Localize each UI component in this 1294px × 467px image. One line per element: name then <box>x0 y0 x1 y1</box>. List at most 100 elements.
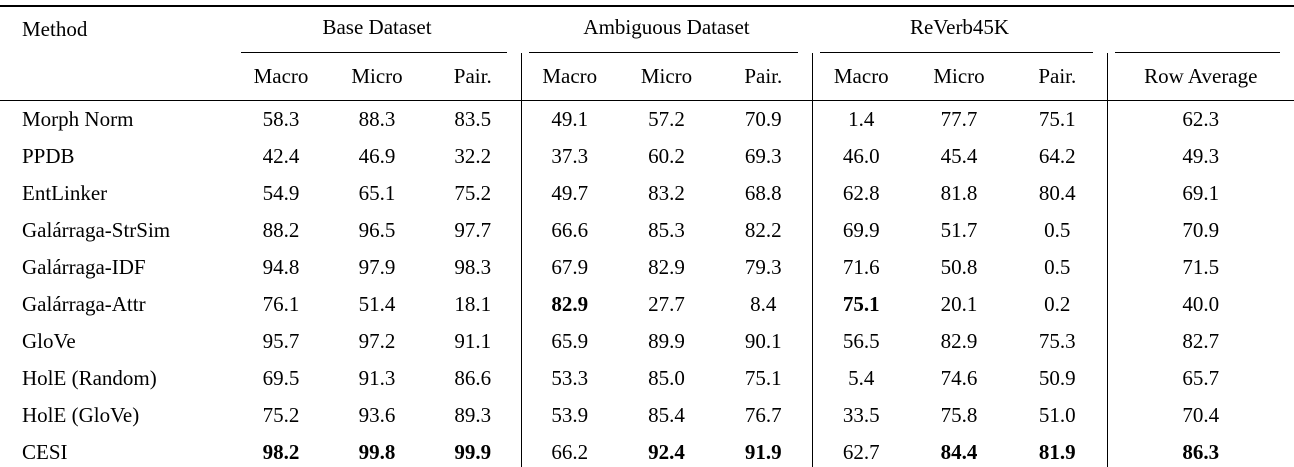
value-cell: 75.2 <box>454 181 492 205</box>
value-cell: 70.9 <box>744 107 782 131</box>
value-cell: 81.8 <box>940 181 978 205</box>
value-cell: 85.4 <box>648 403 685 427</box>
value-cell: 62.3 <box>1106 100 1294 138</box>
table-body: Morph Norm 58.3 88.3 83.5 49.1 57.2 70.9 1.4 77.… <box>0 100 1294 467</box>
subheader-ambiguous-pair: Pair. <box>715 53 813 101</box>
value-cell: 82.2 <box>744 218 782 242</box>
value-cell: 90.1 <box>744 329 782 353</box>
value-cell: 82.9 <box>648 255 685 279</box>
value-cell: 76.1 <box>262 292 300 316</box>
group-underline <box>241 52 508 53</box>
value-cell: 60.2 <box>648 144 685 168</box>
value-cell: 74.6 <box>940 366 978 390</box>
value-cell: 0.2 <box>1044 292 1071 316</box>
column-header-method: Method <box>0 5 233 101</box>
value-cell: 62.8 <box>811 175 911 212</box>
value-cell: 76.7 <box>744 403 782 427</box>
value-cell: 92.4 <box>618 434 716 467</box>
method-cell: HolE (Random) <box>22 366 157 390</box>
table-row: Galárraga-StrSim 88.2 96.5 97.7 66.6 85.3 82.2… <box>0 212 1294 249</box>
value-cell: 0.5 <box>1044 255 1071 279</box>
group-underline <box>529 52 799 53</box>
value-cell: 75.8 <box>940 403 978 427</box>
subheader-base-macro: Macro <box>233 53 329 101</box>
value-cell: 91.9 <box>715 434 813 467</box>
value-cell: 70.9 <box>1106 212 1294 249</box>
value-cell: 69.3 <box>744 144 782 168</box>
value-cell: 83.5 <box>454 107 492 131</box>
value-cell: 50.8 <box>940 255 978 279</box>
value-cell: 89.9 <box>648 329 685 353</box>
value-cell: 64.2 <box>1038 144 1076 168</box>
value-cell: 54.9 <box>262 181 300 205</box>
table-row: EntLinker 54.9 65.1 75.2 49.7 83.2 68.8 62.8 81.… <box>0 175 1294 212</box>
value-cell: 69.9 <box>811 212 911 249</box>
table-row: HolE (GloVe) 75.2 93.6 89.3 53.9 85.4 76.7 33.5… <box>0 397 1294 434</box>
group-header-row-average <box>1107 5 1294 53</box>
group-header-base-dataset: Base Dataset <box>233 5 522 53</box>
value-cell: 56.5 <box>811 323 911 360</box>
results-table: Method Base Dataset Ambiguous Dataset Re… <box>0 5 1294 467</box>
value-cell: 27.7 <box>648 292 685 316</box>
value-cell: 46.0 <box>811 138 911 175</box>
value-cell: 49.3 <box>1106 138 1294 175</box>
group-underline <box>1115 52 1281 53</box>
value-cell: 98.2 <box>233 434 329 467</box>
value-cell: 46.9 <box>358 144 396 168</box>
value-cell: 71.6 <box>811 249 911 286</box>
value-cell: 62.7 <box>811 434 911 467</box>
subheader-reverb-pair: Pair. <box>1008 53 1108 101</box>
value-cell: 40.0 <box>1106 286 1294 323</box>
value-cell: 67.9 <box>520 249 619 286</box>
table-row: Galárraga-Attr 76.1 51.4 18.1 82.9 27.7 8.4 75.… <box>0 286 1294 323</box>
value-cell: 53.3 <box>520 360 619 397</box>
method-cell: EntLinker <box>22 181 108 205</box>
method-cell: PPDB <box>22 144 75 168</box>
value-cell: 86.6 <box>454 366 492 390</box>
group-header-reverb45k: ReVerb45K <box>812 5 1108 53</box>
value-cell: 37.3 <box>520 138 619 175</box>
value-cell: 97.9 <box>358 255 396 279</box>
table-row: Morph Norm 58.3 88.3 83.5 49.1 57.2 70.9 1.4 77.… <box>0 100 1294 138</box>
value-cell: 97.7 <box>454 218 492 242</box>
group-title: Ambiguous Dataset <box>583 15 750 39</box>
value-cell: 82.7 <box>1106 323 1294 360</box>
value-cell: 58.3 <box>262 107 300 131</box>
value-cell: 99.9 <box>425 434 522 467</box>
value-cell: 93.6 <box>358 403 396 427</box>
subheader-row-average: Row Average <box>1106 53 1294 101</box>
value-cell: 51.0 <box>1038 403 1076 427</box>
value-cell: 75.2 <box>262 403 300 427</box>
value-cell: 80.4 <box>1038 181 1076 205</box>
subheader-reverb-micro: Micro <box>910 53 1009 101</box>
value-cell: 85.0 <box>648 366 685 390</box>
value-cell: 49.1 <box>520 100 619 138</box>
value-cell: 51.4 <box>358 292 396 316</box>
value-cell: 95.7 <box>262 329 300 353</box>
subheader-reverb-macro: Macro <box>811 53 911 101</box>
value-cell: 8.4 <box>750 292 777 316</box>
group-underline <box>820 52 1094 53</box>
subheader-ambiguous-micro: Micro <box>618 53 716 101</box>
value-cell: 42.4 <box>262 144 300 168</box>
value-cell: 53.9 <box>520 397 619 434</box>
value-cell: 70.4 <box>1106 397 1294 434</box>
value-cell: 98.3 <box>454 255 492 279</box>
value-cell: 91.1 <box>454 329 492 353</box>
value-cell: 32.2 <box>454 144 492 168</box>
method-cell: Galárraga-StrSim <box>22 218 171 242</box>
value-cell: 0.5 <box>1044 218 1071 242</box>
value-cell: 86.3 <box>1106 434 1294 467</box>
method-cell: GloVe <box>22 329 76 353</box>
value-cell: 69.5 <box>262 366 300 390</box>
table-row: HolE (Random) 69.5 91.3 86.6 53.3 85.0 75.1 5.4… <box>0 360 1294 397</box>
value-cell: 94.8 <box>262 255 300 279</box>
value-cell: 83.2 <box>648 181 685 205</box>
table-row: PPDB 42.4 46.9 32.2 37.3 60.2 69.3 46.0 45.4 64.2… <box>0 138 1294 175</box>
value-cell: 88.2 <box>262 218 300 242</box>
table-row: Galárraga-IDF 94.8 97.9 98.3 67.9 82.9 79.3 71.… <box>0 249 1294 286</box>
group-title: ReVerb45K <box>909 15 1010 39</box>
value-cell: 84.4 <box>910 434 1009 467</box>
value-cell: 75.1 <box>744 366 782 390</box>
